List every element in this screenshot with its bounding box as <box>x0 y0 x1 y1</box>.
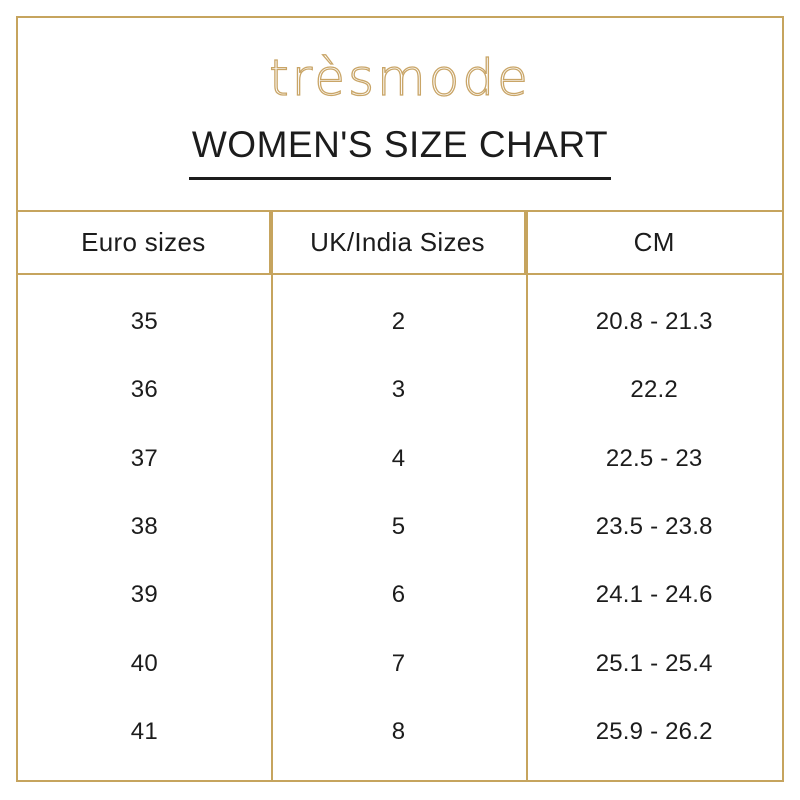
table-row: 37 4 22.5 - 23 <box>18 425 782 493</box>
outer-gold-frame: trèsmode WOMEN'S SIZE CHART Euro sizes U… <box>16 16 784 782</box>
column-header-cm: CM <box>633 227 675 257</box>
euro-size-cell: 35 <box>130 308 158 336</box>
column-header-euro-sizes: Euro sizes <box>18 212 271 273</box>
cm-range-cell: 25.9 - 26.2 <box>595 717 713 745</box>
uk-india-size-cell: 7 <box>391 649 406 677</box>
euro-size-cell: 36 <box>130 376 158 404</box>
table-header-row: Euro sizes UK/India Sizes CM <box>18 212 782 275</box>
brand-logo: trèsmode <box>269 49 531 107</box>
uk-india-size-cell: 5 <box>391 512 406 540</box>
table-row: 35 2 20.8 - 21.3 <box>18 288 782 356</box>
uk-india-size-cell: 6 <box>391 581 406 609</box>
size-chart-table: Euro sizes UK/India Sizes CM 35 2 20.8 -… <box>18 210 782 780</box>
cm-range-cell: 22.5 - 23 <box>605 444 703 472</box>
table-row: 40 7 25.1 - 25.4 <box>18 629 782 697</box>
column-header-uk-india-sizes: UK/India Sizes <box>271 212 527 273</box>
table-row: 36 3 22.2 <box>18 356 782 424</box>
euro-size-cell: 41 <box>130 717 158 745</box>
cm-range-cell: 25.1 - 25.4 <box>595 649 713 677</box>
uk-india-size-cell: 2 <box>391 308 406 336</box>
cm-range-cell: 23.5 - 23.8 <box>595 512 713 540</box>
euro-size-cell: 38 <box>130 512 158 540</box>
uk-india-size-cell: 8 <box>391 717 406 745</box>
table-row: 38 5 23.5 - 23.8 <box>18 493 782 561</box>
euro-size-cell: 37 <box>130 444 158 472</box>
cm-range-cell: 22.2 <box>630 376 678 404</box>
table-body: 35 2 20.8 - 21.3 36 3 22.2 37 4 22.5 - 2… <box>18 275 782 780</box>
title-block: trèsmode WOMEN'S SIZE CHART <box>18 18 782 210</box>
euro-size-cell: 39 <box>130 581 158 609</box>
table-row: 41 8 25.9 - 26.2 <box>18 698 782 766</box>
table-row: 39 6 24.1 - 24.6 <box>18 561 782 629</box>
uk-india-size-cell: 4 <box>391 444 406 472</box>
cm-range-cell: 20.8 - 21.3 <box>595 308 713 336</box>
uk-india-size-cell: 3 <box>391 376 406 404</box>
page-title: WOMEN'S SIZE CHART <box>188 124 612 180</box>
euro-size-cell: 40 <box>130 649 158 677</box>
cm-range-cell: 24.1 - 24.6 <box>595 581 713 609</box>
